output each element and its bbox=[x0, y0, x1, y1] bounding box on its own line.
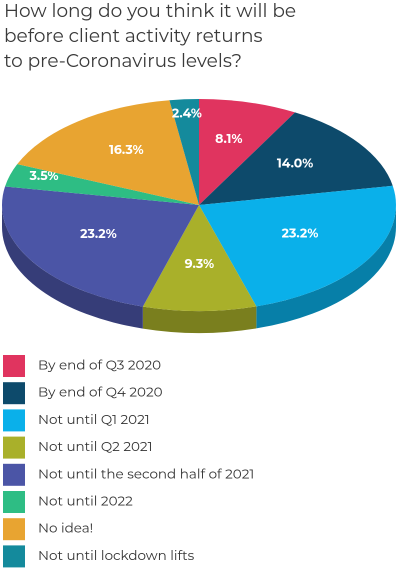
slice-top bbox=[199, 185, 396, 307]
legend-label: Not until Q1 2021 bbox=[38, 412, 150, 428]
legend-label: Not until the second half of 2021 bbox=[38, 466, 254, 482]
slice-top bbox=[142, 205, 257, 311]
legend-label: By end of Q3 2020 bbox=[38, 358, 161, 374]
value-label: 23.2% bbox=[80, 227, 117, 242]
slice bbox=[5, 164, 199, 205]
chart-title: to pre-Coronavirus levels? bbox=[4, 49, 242, 72]
legend-label: By end of Q4 2020 bbox=[38, 385, 163, 401]
value-label: 8.1% bbox=[215, 132, 242, 147]
legend-label: Not until Q2 2021 bbox=[38, 439, 152, 455]
value-label: 3.5% bbox=[29, 169, 59, 184]
slice bbox=[199, 185, 396, 329]
slice-side bbox=[1, 205, 143, 329]
slice-top bbox=[199, 112, 393, 205]
slice-top bbox=[17, 100, 199, 205]
value-label: 16.3% bbox=[109, 143, 144, 158]
value-label: 23.2% bbox=[282, 226, 319, 241]
legend-swatch bbox=[3, 463, 25, 486]
slice-side bbox=[142, 306, 257, 334]
legend-label: Not until 2022 bbox=[38, 494, 133, 510]
slice bbox=[169, 99, 199, 205]
slice-top bbox=[199, 99, 295, 205]
slice bbox=[199, 99, 295, 205]
legend-swatch bbox=[3, 491, 25, 513]
slice-top bbox=[2, 186, 200, 307]
slice-side bbox=[256, 205, 396, 329]
chart-title: How long do you think it will be bbox=[4, 0, 296, 22]
legend-label: No idea! bbox=[38, 521, 93, 537]
value-label: 9.3% bbox=[185, 257, 214, 272]
slice-top bbox=[169, 99, 199, 205]
legend-swatch bbox=[3, 382, 25, 405]
slice bbox=[1, 186, 200, 329]
legend-swatch bbox=[3, 409, 25, 432]
legend-label: Not until lockdown lifts bbox=[38, 548, 195, 564]
legend-swatch bbox=[3, 518, 25, 541]
slice bbox=[17, 100, 199, 205]
slice-top bbox=[5, 164, 199, 205]
value-label: 14.0% bbox=[277, 156, 313, 171]
legend-swatch bbox=[3, 355, 25, 377]
chart-title: before client activity returns bbox=[4, 24, 263, 47]
legend-swatch bbox=[3, 545, 25, 568]
slice bbox=[142, 205, 257, 334]
slice bbox=[199, 112, 393, 205]
legend-swatch bbox=[3, 436, 25, 459]
value-label: 2.4% bbox=[172, 107, 202, 122]
